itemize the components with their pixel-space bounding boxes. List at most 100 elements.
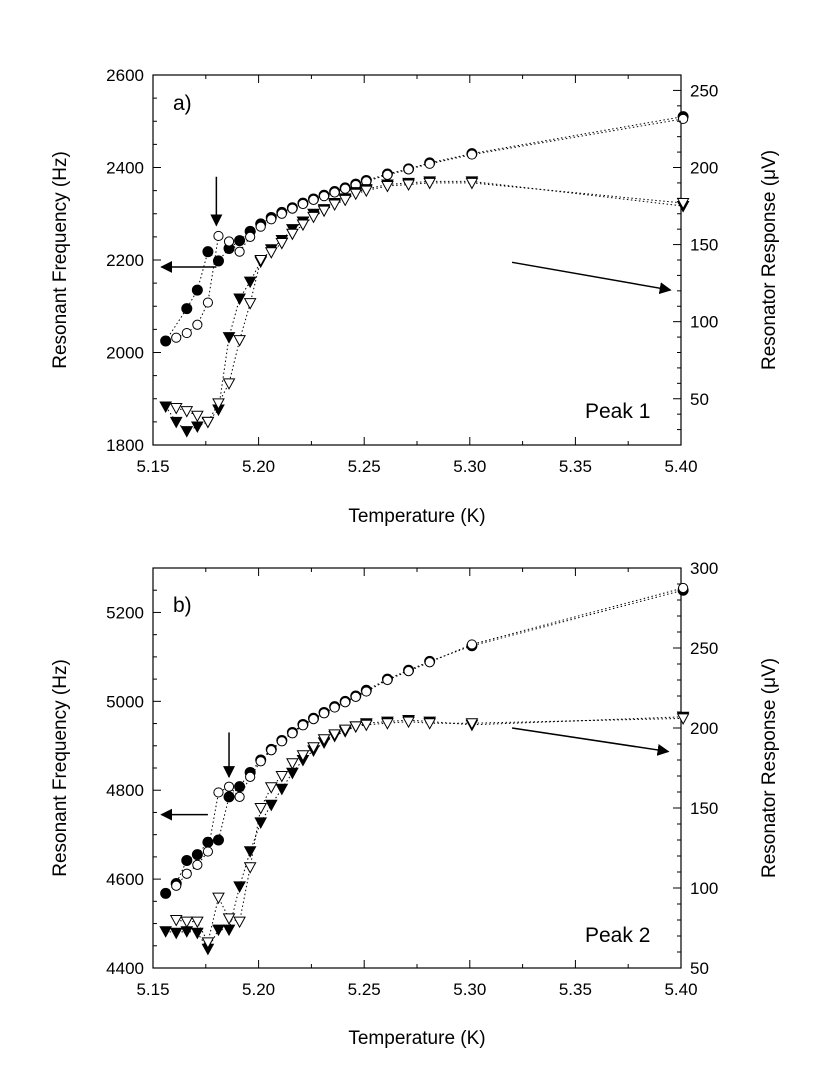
data-point (466, 149, 478, 160)
data-point (423, 177, 437, 190)
data-point (340, 183, 351, 194)
data-point (160, 335, 172, 347)
data-point (286, 767, 299, 780)
y-tick-label: 4800 (106, 781, 144, 800)
data-point (169, 416, 183, 429)
x-tick-label: 5.40 (664, 980, 697, 999)
y2-axis-title-unit: μV (759, 664, 780, 688)
data-point (359, 719, 373, 732)
x-tick-label: 5.25 (348, 980, 381, 999)
y-tick-label: 1800 (106, 436, 144, 455)
data-point (287, 728, 298, 739)
data-point (349, 188, 363, 201)
data-point (243, 846, 257, 858)
data-point (402, 716, 415, 729)
data-point (222, 924, 236, 937)
chart-panel-b: 5.15 5.20 5.25 5.30 5.35 5.40 4400 4600 4800 5000… (50, 559, 780, 1049)
data-point (286, 228, 299, 241)
y-tick-label: 4600 (106, 870, 144, 889)
data-point (308, 714, 319, 725)
data-point (317, 205, 331, 218)
x-axis-title: Temperature (K) (348, 506, 485, 527)
data-point (318, 708, 330, 719)
chart-panel-a: 5.15 5.20 5.25 5.30 5.35 5.40 1800 2000 2200 2400… (50, 66, 780, 527)
data-point (466, 639, 478, 650)
data-point (307, 211, 320, 224)
data-point (264, 247, 278, 259)
data-point (192, 319, 203, 330)
y-tick-label: 2600 (106, 66, 144, 85)
data-point (307, 742, 320, 754)
y2-tick-label: 150 (690, 799, 718, 818)
data-point (329, 187, 340, 198)
panel-label: b) (173, 594, 192, 617)
data-point (202, 836, 214, 848)
data-point (243, 862, 257, 874)
data-point (275, 783, 289, 796)
data-point (424, 657, 435, 668)
data-point (254, 255, 268, 267)
x-tick-label: 5.35 (559, 980, 592, 999)
data-point (254, 803, 268, 815)
data-point (255, 221, 266, 232)
data-marks (159, 111, 690, 438)
x-tick-label: 5.30 (453, 457, 486, 476)
data-point (350, 691, 361, 702)
data-point (243, 276, 257, 289)
data-point (223, 781, 235, 792)
annotation-arrow (511, 261, 672, 295)
data-point (233, 881, 246, 893)
data-point (465, 177, 479, 190)
x-tick-label: 5.40 (664, 457, 697, 476)
data-point (233, 335, 246, 347)
series-line (165, 116, 684, 342)
data-point (192, 859, 203, 870)
peak-label: Peak 1 (585, 400, 650, 423)
data-point (181, 868, 192, 879)
data-point (266, 745, 277, 756)
y2-tick-label: 200 (690, 159, 718, 178)
data-point (181, 854, 193, 866)
y-tick-label: 2200 (106, 251, 144, 270)
data-point (180, 426, 194, 438)
data-point (423, 718, 437, 730)
data-point (381, 181, 394, 193)
data-point (403, 666, 414, 677)
data-point (254, 817, 268, 829)
data-point (191, 284, 203, 296)
series-line (165, 180, 684, 432)
data-point (191, 916, 204, 929)
data-point (243, 298, 257, 310)
x-axis-title: Temperature (K) (348, 1028, 485, 1049)
data-point (201, 937, 215, 949)
data-point (202, 297, 214, 308)
data-point (181, 327, 192, 339)
data-point (402, 179, 415, 191)
y2-tick-label: 250 (690, 639, 718, 658)
data-point (296, 750, 310, 762)
data-point (287, 203, 298, 214)
data-point (381, 718, 394, 730)
plot-frame (152, 567, 682, 969)
data-point (318, 191, 330, 202)
y2-tick-label: 200 (690, 719, 718, 738)
annotations (160, 176, 672, 295)
y-tick-label: 4400 (106, 959, 144, 978)
series-line (165, 716, 684, 950)
data-point (212, 255, 224, 267)
data-point (359, 185, 373, 198)
data-point (171, 332, 182, 343)
data-point (169, 927, 183, 940)
y-axis-title: Resonant Frequency (Hz) (50, 151, 71, 369)
data-point (328, 729, 341, 741)
data-point (678, 582, 689, 594)
y2-axis-title-suffix: ) (759, 150, 780, 156)
data-point (222, 332, 236, 344)
data-point (222, 913, 236, 925)
data-point (202, 846, 214, 857)
data-point (340, 697, 351, 708)
data-point (169, 403, 183, 415)
data-point (233, 293, 246, 306)
x-tick-label: 5.20 (242, 980, 275, 999)
